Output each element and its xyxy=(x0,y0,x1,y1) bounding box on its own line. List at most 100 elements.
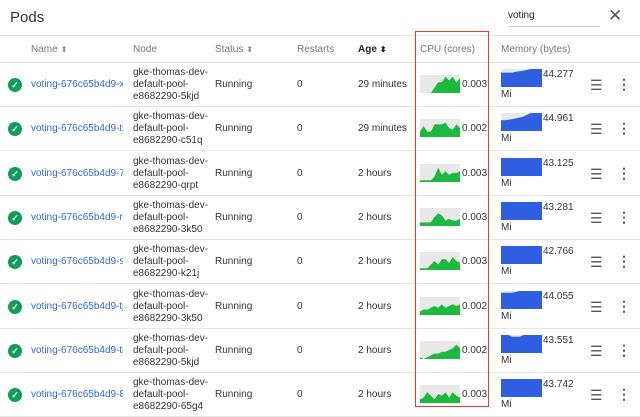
node-line: gke-thomas-dev- xyxy=(133,67,209,78)
table-row: ✓ voting-676c65b4d9-tj6 gke-thomas-dev-d… xyxy=(0,285,640,329)
restarts: 0 xyxy=(297,123,303,135)
cpu-value: 0.002 xyxy=(462,123,488,135)
memory-value: 44.961 xyxy=(543,113,574,125)
column-age[interactable]: Age ⬍ xyxy=(358,44,387,55)
node-line: e8682290-5kjd xyxy=(133,91,200,102)
title-bar: Pods voting ✕ xyxy=(0,0,640,36)
cpu-sparkline xyxy=(420,119,460,140)
node-line: e8682290-65g4 xyxy=(133,401,204,413)
table-row: ✓ voting-676c65b4d9-8f gke-thomas-dev-de… xyxy=(0,373,640,417)
page-title: Pods xyxy=(10,9,45,26)
cpu-sparkline xyxy=(420,163,460,185)
age: 2 hours xyxy=(358,300,392,312)
column-status[interactable]: Status ⬍ xyxy=(215,44,253,55)
column-cpu: CPU (cores) xyxy=(420,44,476,55)
column-age-label: Age xyxy=(358,44,377,55)
restarts: 0 xyxy=(297,79,303,90)
pod-name-link[interactable]: voting-676c65b4d9-srl xyxy=(31,256,123,268)
column-name-label: Name xyxy=(31,44,58,55)
memory-value: 43.551 xyxy=(543,334,574,346)
table-row: ✓ voting-676c65b4d9-72 gke-thomas-dev-de… xyxy=(0,152,640,196)
column-node: Node xyxy=(133,44,157,55)
check-circle-icon: ✓ xyxy=(8,166,22,181)
column-memory: Memory (bytes) xyxy=(501,44,571,55)
node-name: gke-thomas-dev-default-pool-e8682290-65g… xyxy=(133,377,213,413)
age: 29 minutes xyxy=(358,79,407,90)
column-status-label: Status xyxy=(215,44,244,55)
logs-icon[interactable]: ☰ xyxy=(590,165,603,182)
memory-unit: Mi xyxy=(501,177,512,189)
node-name: gke-thomas-dev-default-pool-e8682290-5kj… xyxy=(133,67,213,103)
restarts: 0 xyxy=(297,300,303,312)
more-vert-icon[interactable]: ⋮ xyxy=(617,386,631,403)
table-row: ✓ voting-676c65b4d9-tpr gke-thomas-dev-d… xyxy=(0,107,640,152)
memory-unit: Mi xyxy=(501,89,512,100)
sort-icon: ⬍ xyxy=(379,45,387,54)
node-name: gke-thomas-dev-default-pool-e8682290-3k5… xyxy=(133,200,213,236)
logs-icon[interactable]: ☰ xyxy=(590,209,603,226)
more-vert-icon[interactable]: ⋮ xyxy=(617,120,631,137)
cpu-value: 0.003 xyxy=(462,256,488,268)
logs-icon[interactable]: ☰ xyxy=(590,77,603,93)
node-line: e8682290-qrpt xyxy=(133,179,199,191)
restarts: 0 xyxy=(297,167,303,179)
node-line: gke-thomas-dev- xyxy=(133,155,209,167)
memory-unit: Mi xyxy=(501,266,512,278)
node-line: e8682290-k21j xyxy=(133,268,200,280)
pod-name-link[interactable]: voting-676c65b4d9-tj6 xyxy=(31,300,123,312)
pod-name-link[interactable]: voting-676c65b4d9-tpr xyxy=(31,123,123,135)
more-vert-icon[interactable]: ⋮ xyxy=(617,341,631,358)
close-icon[interactable]: ✕ xyxy=(608,6,623,25)
memory-sparkline xyxy=(501,113,542,134)
cpu-value: 0.002 xyxy=(462,344,488,356)
search-input[interactable]: voting xyxy=(508,10,600,27)
cpu-sparkline xyxy=(420,296,460,318)
pod-name-link[interactable]: voting-676c65b4d9-tpj xyxy=(31,344,123,356)
age: 2 hours xyxy=(358,211,392,223)
more-vert-icon[interactable]: ⋮ xyxy=(617,76,631,92)
node-line: default-pool- xyxy=(133,211,189,223)
node-line: gke-thomas-dev- xyxy=(133,199,209,211)
restarts: 0 xyxy=(297,344,303,356)
more-vert-icon[interactable]: ⋮ xyxy=(617,297,631,314)
memory-sparkline xyxy=(501,334,542,356)
memory-value: 43.125 xyxy=(543,157,574,169)
logs-icon[interactable]: ☰ xyxy=(590,254,603,271)
pod-name-link[interactable]: voting-676c65b4d9-nv xyxy=(31,211,123,223)
memory-sparkline xyxy=(501,201,542,223)
node-name: gke-thomas-dev-default-pool-e8682290-c51… xyxy=(133,111,213,147)
pod-name-link[interactable]: voting-676c65b4d9-72 xyxy=(31,167,123,179)
node-line: default-pool- xyxy=(133,167,189,179)
age: 29 minutes xyxy=(358,123,407,135)
more-vert-icon[interactable]: ⋮ xyxy=(617,253,631,270)
logs-icon[interactable]: ☰ xyxy=(590,387,603,404)
age: 2 hours xyxy=(358,389,392,401)
memory-unit: Mi xyxy=(501,354,512,366)
pod-name-link[interactable]: voting-676c65b4d9-8f xyxy=(31,389,123,401)
memory-unit: Mi xyxy=(501,310,512,322)
node-line: default-pool- xyxy=(133,344,189,356)
node-line: gke-thomas-dev- xyxy=(133,111,209,123)
status: Running xyxy=(215,256,253,268)
status: Running xyxy=(215,79,253,90)
pod-name-link[interactable]: voting-676c65b4d9-xs xyxy=(31,79,123,90)
cpu-sparkline xyxy=(420,385,460,406)
logs-icon[interactable]: ☰ xyxy=(590,342,603,359)
node-line: gke-thomas-dev- xyxy=(133,377,209,389)
memory-value: 44.277 xyxy=(543,69,574,80)
memory-unit: Mi xyxy=(501,221,512,233)
more-vert-icon[interactable]: ⋮ xyxy=(617,208,631,225)
logs-icon[interactable]: ☰ xyxy=(590,298,603,315)
logs-icon[interactable]: ☰ xyxy=(590,121,603,138)
status: Running xyxy=(215,300,253,312)
memory-value: 42.766 xyxy=(543,246,574,258)
cpu-sparkline xyxy=(420,252,460,273)
cpu-sparkline xyxy=(420,207,460,229)
more-vert-icon[interactable]: ⋮ xyxy=(617,164,631,181)
column-name[interactable]: Name ⬍ xyxy=(31,44,67,55)
age: 2 hours xyxy=(358,344,392,356)
node-name: gke-thomas-dev-default-pool-e8682290-qrp… xyxy=(133,156,213,192)
check-circle-icon: ✓ xyxy=(8,299,22,314)
memory-unit: Mi xyxy=(501,399,512,411)
node-line: default-pool- xyxy=(133,79,189,90)
